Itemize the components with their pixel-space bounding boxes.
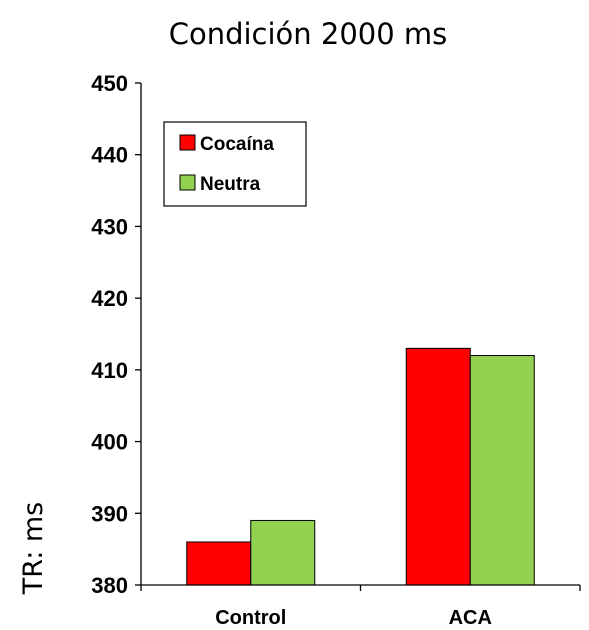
y-axis-label: TR: ms — [18, 502, 49, 595]
chart-title: Condición 2000 ms — [169, 17, 448, 51]
y-tick-label: 390 — [91, 501, 128, 526]
y-ticks-group: 380 390 400 410 420 430 440 450 — [91, 71, 141, 598]
y-tick-label: 380 — [91, 573, 128, 598]
legend-label-0: Cocaína — [200, 134, 274, 155]
bar-control-0 — [186, 541, 252, 586]
y-tick-label: 400 — [91, 430, 128, 455]
bars-group — [186, 347, 535, 586]
bar-aca-0 — [405, 347, 471, 586]
legend-swatch-1 — [179, 174, 196, 191]
legend: Cocaína Neutra — [163, 121, 307, 207]
y-tick-label: 450 — [91, 71, 128, 96]
y-tick-label: 430 — [91, 214, 128, 239]
legend-label-1: Neutra — [200, 174, 261, 195]
y-tick-label: 440 — [91, 143, 128, 168]
y-tick-label: 410 — [91, 358, 128, 383]
y-tick-label: 420 — [91, 286, 128, 311]
x-tick-label-control: Control — [215, 607, 286, 629]
bar-control-1 — [250, 519, 316, 586]
legend-swatch-0 — [179, 134, 196, 151]
x-ticks-group: Control ACA — [140, 585, 581, 629]
bar-aca-1 — [469, 355, 535, 586]
x-tick-label-aca: ACA — [449, 607, 492, 629]
